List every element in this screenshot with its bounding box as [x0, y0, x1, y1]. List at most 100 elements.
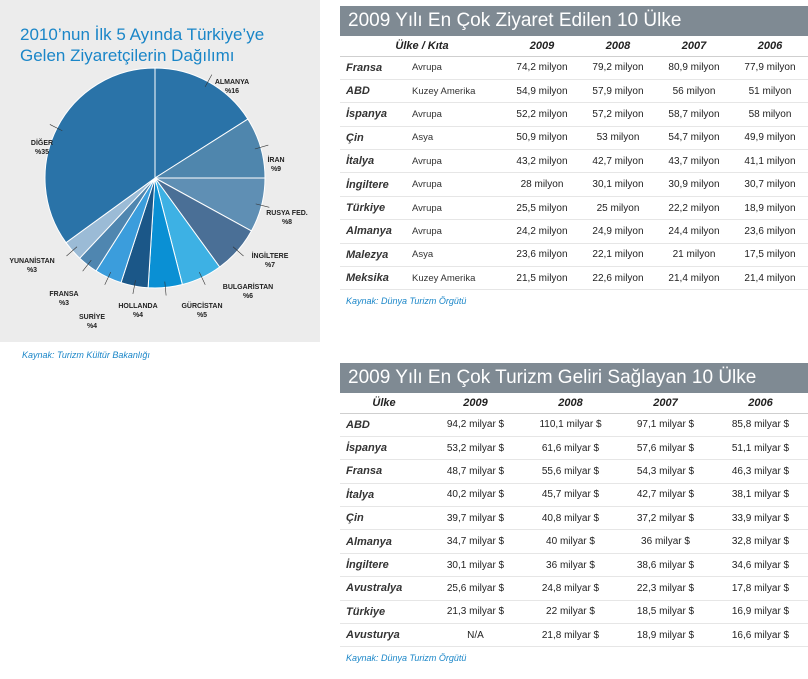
revenue-table: Ülke 2009 2008 2007 2006 ABD 94,2 milyar … [340, 393, 808, 648]
pie-chart-panel: 2010’nun İlk 5 Ayında Türkiye’ye Gelen Z… [0, 0, 320, 342]
table-row: İngiltere 30,1 milyar $36 milyar $38,6 mi… [340, 553, 808, 578]
pie-slice-percent: %16 [225, 88, 239, 95]
continent-cell: Kuzey Amerika [412, 266, 504, 291]
country-cell: İngiltere [340, 172, 412, 197]
value-cell: 22,2 milyon [656, 196, 732, 221]
value-cell: 56 milyon [656, 79, 732, 104]
pie-leader-line [66, 246, 78, 257]
value-cell: 22 milyar $ [523, 600, 618, 625]
value-cell: 16,6 milyar $ [713, 623, 808, 648]
revenue-table-header-row: Ülke 2009 2008 2007 2006 [340, 393, 808, 414]
revenue-table-section: 2009 Yılı En Çok Turizm Geliri Sağlayan … [340, 363, 808, 663]
value-cell: 30,1 milyon [580, 172, 656, 197]
table-row: Almanya Avrupa 24,2 milyon 24,9 milyon 24,4 … [340, 219, 808, 244]
pie-slice-label: ALMANYA [215, 79, 249, 86]
pie-leader-line [199, 271, 206, 285]
value-cell: 21,5 milyon [504, 266, 580, 291]
value-cell: 25,6 milyar $ [428, 576, 523, 601]
value-cell: 39,7 milyar $ [428, 506, 523, 531]
country-cell: Malezya [340, 243, 412, 268]
value-cell: 24,9 milyon [580, 219, 656, 244]
visitors-source-note: Kaynak: Dünya Turizm Örgütü [346, 296, 467, 307]
pie-title-line1: 2010’nun İlk 5 Ayında Türkiye’ye [20, 25, 265, 44]
pie-leader-line [204, 74, 213, 88]
table-row: Çin 39,7 milyar $40,8 milyar $37,2 milyar… [340, 506, 808, 531]
value-cell: 34,7 milyar $ [428, 529, 523, 554]
table-row: Fransa 48,7 milyar $55,6 milyar $54,3 mil… [340, 459, 808, 484]
country-cell: Almanya [340, 529, 428, 554]
pie-slice-percent: %5 [197, 312, 207, 319]
table-row: Türkiye Avrupa 25,5 milyon 25 milyon 22,2 mi… [340, 196, 808, 221]
country-cell: Türkiye [340, 600, 428, 625]
country-cell: Almanya [340, 219, 412, 244]
value-cell: 24,4 milyon [656, 219, 732, 244]
country-cell: İngiltere [340, 553, 428, 578]
pie-leader-line [82, 259, 92, 272]
value-cell: 34,6 milyar $ [713, 553, 808, 578]
value-cell: 23,6 milyon [732, 219, 808, 244]
value-cell: 40,8 milyar $ [523, 506, 618, 531]
pie-slice-percent: %8 [282, 219, 292, 226]
column-header: 2009 [504, 36, 580, 57]
value-cell: 45,7 milyar $ [523, 483, 618, 508]
pie-slice-label: SURİYE [79, 313, 105, 321]
value-cell: 42,7 milyon [580, 149, 656, 174]
column-header: 2007 [618, 393, 713, 414]
country-cell: İspanya [340, 102, 412, 127]
value-cell: 79,2 milyon [580, 56, 656, 80]
value-cell: 38,1 milyar $ [713, 483, 808, 508]
pie-slice-label: BULGARİSTAN [223, 283, 273, 291]
continent-cell: Avrupa [412, 172, 504, 197]
pie-slice-label: İRAN [267, 156, 284, 164]
value-cell: 30,1 milyar $ [428, 553, 523, 578]
pie-slice-percent: %3 [59, 300, 69, 307]
value-cell: 57,6 milyar $ [618, 436, 713, 461]
column-header: 2008 [580, 36, 656, 57]
continent-cell: Avrupa [412, 56, 504, 80]
country-cell: Fransa [340, 56, 412, 80]
value-cell: 21,3 milyar $ [428, 600, 523, 625]
value-cell: 23,6 milyon [504, 243, 580, 268]
value-cell: 22,6 milyon [580, 266, 656, 291]
value-cell: 18,9 milyon [732, 196, 808, 221]
country-cell: İtalya [340, 149, 412, 174]
continent-cell: Avrupa [412, 102, 504, 127]
column-header: 2009 [428, 393, 523, 414]
table-row: Malezya Asya 23,6 milyon 22,1 milyon 21 mily… [340, 243, 808, 268]
country-cell: Avustralya [340, 576, 428, 601]
value-cell: 36 milyar $ [618, 529, 713, 554]
revenue-source-note: Kaynak: Dünya Turizm Örgütü [346, 653, 467, 664]
pie-leader-line [255, 203, 270, 208]
table-row: ABD Kuzey Amerika 54,9 milyon 57,9 milyon 56… [340, 79, 808, 104]
table-row: Fransa Avrupa 74,2 milyon 79,2 milyon 80,9 m… [340, 56, 808, 80]
country-cell: Fransa [340, 459, 428, 484]
table-row: Meksika Kuzey Amerika 21,5 milyon 22,6 mily… [340, 266, 808, 291]
value-cell: 51 milyon [732, 79, 808, 104]
continent-cell: Asya [412, 243, 504, 268]
pie-slice-percent: %3 [27, 267, 37, 274]
value-cell: N/A [428, 623, 523, 648]
value-cell: 85,8 milyar $ [713, 413, 808, 437]
pie-title-line2: Gelen Ziyaretçilerin Dağılımı [20, 46, 235, 65]
table-row: Avustralya 25,6 milyar $24,8 milyar $22,3… [340, 576, 808, 601]
continent-cell: Avrupa [412, 196, 504, 221]
value-cell: 58,7 milyon [656, 102, 732, 127]
table-row: İngiltere Avrupa 28 milyon 30,1 milyon 30,9 … [340, 172, 808, 197]
table-row: Çin Asya 50,9 milyon 53 milyon 54,7 milyon 49… [340, 126, 808, 151]
value-cell: 17,8 milyar $ [713, 576, 808, 601]
pie-leader-line [104, 271, 111, 285]
value-cell: 74,2 milyon [504, 56, 580, 80]
value-cell: 54,7 milyon [656, 126, 732, 151]
visitors-table-title: 2009 Yılı En Çok Ziyaret Edilen 10 Ülke [340, 6, 808, 36]
pie-slice-label: GÜRCİSTAN [181, 301, 222, 310]
visitors-table-section: 2009 Yılı En Çok Ziyaret Edilen 10 Ülke … [340, 6, 808, 306]
value-cell: 21,4 milyon [732, 266, 808, 291]
value-cell: 41,1 milyon [732, 149, 808, 174]
pie-slice-label: YUNANİSTAN [9, 257, 54, 265]
value-cell: 25 milyon [580, 196, 656, 221]
value-cell: 43,7 milyon [656, 149, 732, 174]
country-cell: Çin [340, 126, 412, 151]
country-cell: İspanya [340, 436, 428, 461]
value-cell: 57,9 milyon [580, 79, 656, 104]
country-cell: Çin [340, 506, 428, 531]
